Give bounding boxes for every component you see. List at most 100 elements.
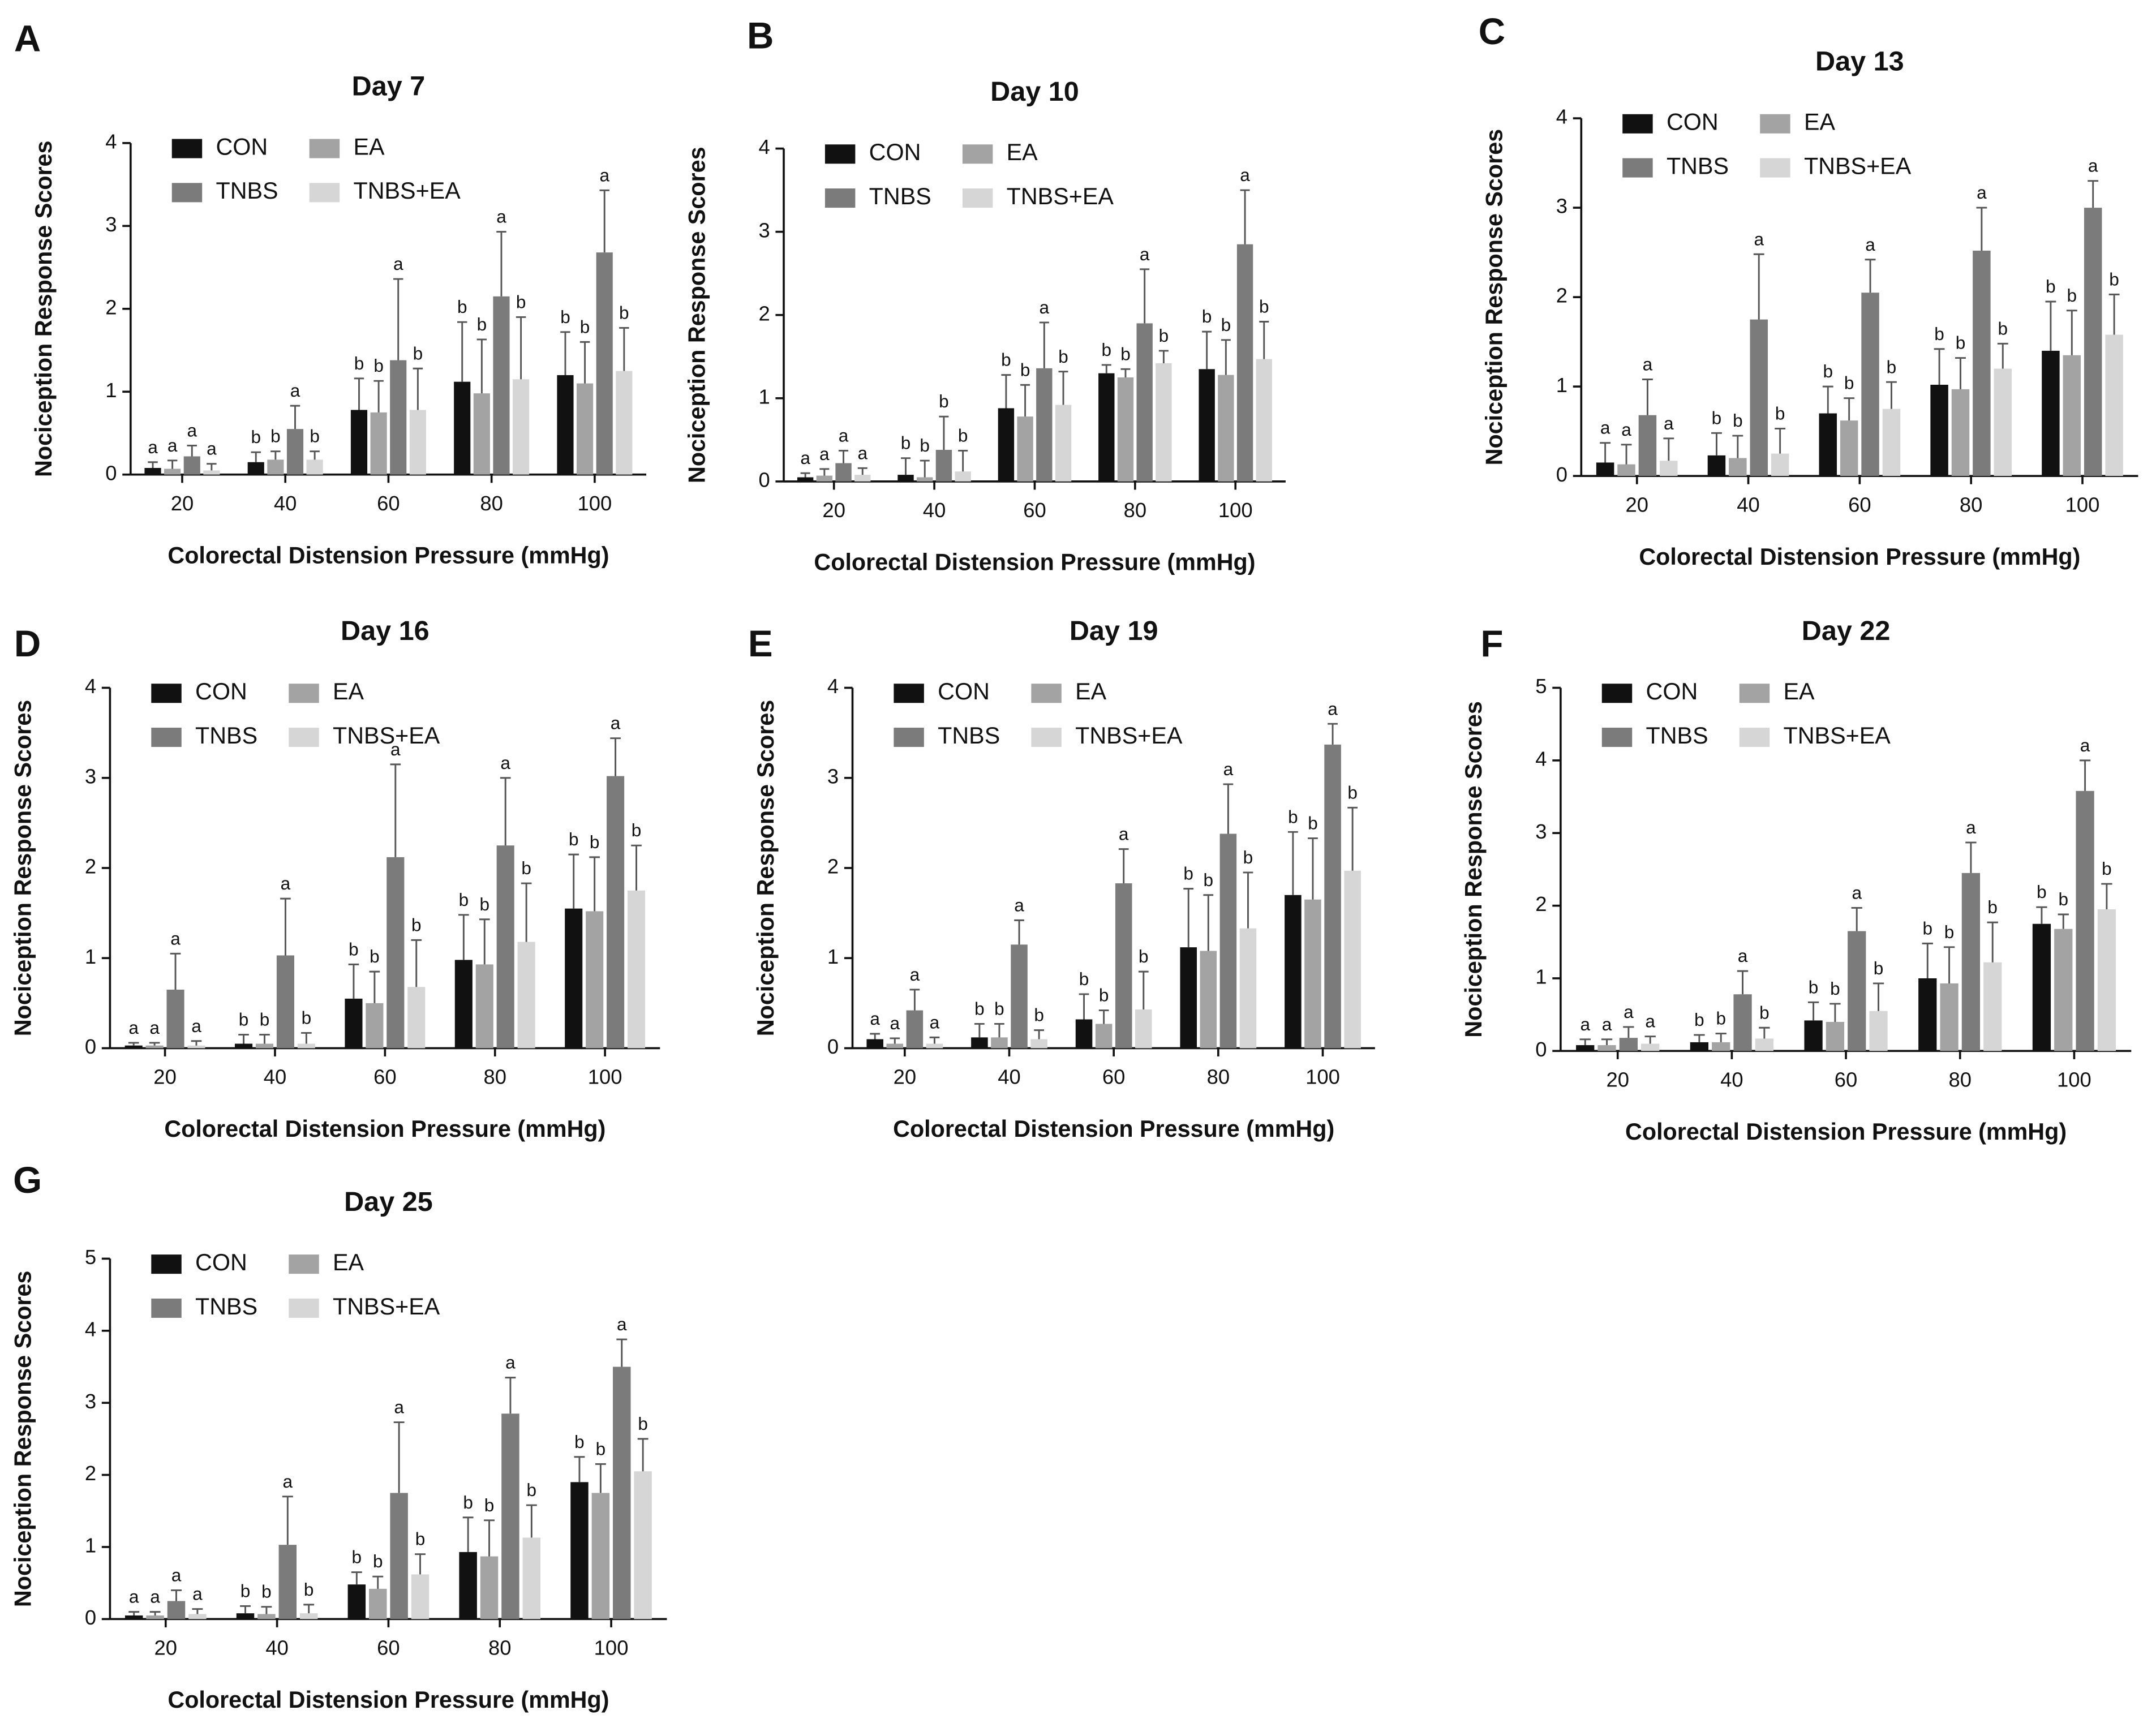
significance-letter: a bbox=[857, 442, 867, 463]
x-tick-label: 20 bbox=[171, 492, 194, 515]
significance-letter: b bbox=[373, 355, 384, 376]
legend-swatch bbox=[171, 139, 203, 158]
significance-letter: a bbox=[1223, 759, 1234, 779]
bar bbox=[368, 1588, 387, 1619]
significance-letter: b bbox=[1934, 324, 1944, 344]
legend-swatch bbox=[289, 1254, 319, 1274]
error-bar bbox=[1865, 259, 1876, 293]
error-bar bbox=[2058, 913, 2069, 929]
significance-letter: b bbox=[2037, 882, 2047, 902]
bar bbox=[1180, 947, 1197, 1049]
error-bar bbox=[1711, 432, 1722, 456]
bar bbox=[1961, 873, 1981, 1051]
chart-title: Day 19 bbox=[1070, 616, 1158, 646]
x-axis-label: Colorectal Distension Pressure (mmHg) bbox=[1625, 1119, 2067, 1145]
legend-label: CON bbox=[1646, 678, 1698, 704]
x-tick-label: 20 bbox=[153, 1065, 177, 1089]
significance-letter: b bbox=[1844, 373, 1854, 393]
significance-letter: a bbox=[2080, 735, 2090, 755]
bar bbox=[1707, 455, 1726, 476]
significance-letter: a bbox=[496, 207, 506, 227]
error-bar bbox=[1753, 253, 1764, 320]
x-tick-label: 20 bbox=[154, 1636, 178, 1659]
legend-label: CON bbox=[216, 134, 268, 160]
significance-letter: a bbox=[171, 1565, 182, 1585]
bar bbox=[1848, 931, 1866, 1051]
legend-swatch bbox=[151, 728, 182, 747]
bar bbox=[596, 252, 613, 475]
bar bbox=[459, 1552, 477, 1619]
significance-letter: b bbox=[516, 291, 526, 312]
bar bbox=[501, 1413, 519, 1619]
bar bbox=[1690, 1042, 1709, 1051]
error-bar bbox=[1886, 381, 1897, 409]
error-bar bbox=[958, 449, 968, 472]
error-bar bbox=[1328, 723, 1338, 745]
significance-letter: a bbox=[148, 437, 158, 457]
error-bar bbox=[1829, 1003, 1841, 1022]
significance-letter: b bbox=[901, 433, 911, 453]
bar bbox=[1156, 363, 1172, 482]
error-bar bbox=[1922, 942, 1933, 978]
bar bbox=[164, 469, 181, 475]
bar bbox=[276, 955, 294, 1049]
legend-label: TNBS+EA bbox=[1075, 723, 1183, 749]
bar bbox=[1239, 928, 1257, 1049]
error-bar bbox=[240, 1605, 251, 1614]
y-tick-label: 1 bbox=[105, 379, 117, 402]
x-tick-label: 60 bbox=[1023, 499, 1046, 522]
bar bbox=[955, 471, 971, 482]
significance-letter: a bbox=[192, 1584, 203, 1604]
bar bbox=[475, 964, 493, 1049]
error-bar bbox=[2036, 906, 2047, 924]
error-bar bbox=[393, 278, 403, 360]
bar bbox=[634, 1471, 652, 1619]
legend-swatch bbox=[151, 1298, 182, 1318]
significance-letter: b bbox=[260, 1009, 270, 1030]
error-bar bbox=[526, 1504, 537, 1538]
significance-letter: a bbox=[2088, 156, 2098, 176]
panel-letter: A bbox=[14, 18, 41, 59]
legend-swatch bbox=[1601, 684, 1633, 703]
error-bar bbox=[800, 472, 810, 478]
x-tick-label: 80 bbox=[1948, 1068, 1972, 1091]
y-tick-label: 4 bbox=[105, 130, 117, 153]
error-bar bbox=[1347, 806, 1358, 871]
error-bar bbox=[1955, 357, 1966, 389]
significance-letter: b bbox=[1874, 958, 1884, 978]
bar bbox=[1344, 870, 1361, 1049]
bar bbox=[1771, 453, 1789, 476]
error-bar bbox=[373, 380, 384, 412]
y-tick-label: 3 bbox=[827, 764, 839, 788]
bar bbox=[797, 477, 814, 482]
significance-letter: b bbox=[2109, 269, 2119, 289]
legend-label: TNBS+EA bbox=[333, 1294, 440, 1320]
x-tick-label: 40 bbox=[265, 1636, 289, 1659]
bar bbox=[267, 459, 284, 475]
error-bar bbox=[259, 1034, 270, 1044]
error-bar bbox=[1259, 321, 1269, 359]
significance-letter: b bbox=[2067, 285, 2077, 306]
significance-letter: a bbox=[1040, 297, 1050, 317]
error-bar bbox=[2079, 759, 2091, 791]
bar bbox=[493, 296, 510, 475]
error-bar bbox=[149, 1611, 161, 1615]
bar bbox=[1951, 389, 1970, 476]
bar bbox=[1930, 384, 1948, 476]
legend-label: TNBS+EA bbox=[1007, 183, 1114, 209]
significance-letter: b bbox=[479, 894, 489, 914]
bar bbox=[906, 1010, 924, 1049]
y-tick-label: 0 bbox=[105, 461, 117, 484]
y-tick-label: 4 bbox=[1556, 105, 1567, 128]
legend-label: EA bbox=[333, 1249, 364, 1275]
error-bar bbox=[290, 405, 300, 429]
significance-letter: a bbox=[1645, 1011, 1655, 1032]
bar bbox=[299, 1613, 318, 1619]
error-bar bbox=[1079, 993, 1089, 1020]
significance-letter: a bbox=[930, 1012, 940, 1032]
bar bbox=[2063, 355, 2081, 476]
bar bbox=[1576, 1045, 1595, 1051]
significance-letter: a bbox=[800, 448, 810, 468]
error-bar bbox=[1872, 982, 1884, 1011]
bar bbox=[522, 1537, 541, 1619]
